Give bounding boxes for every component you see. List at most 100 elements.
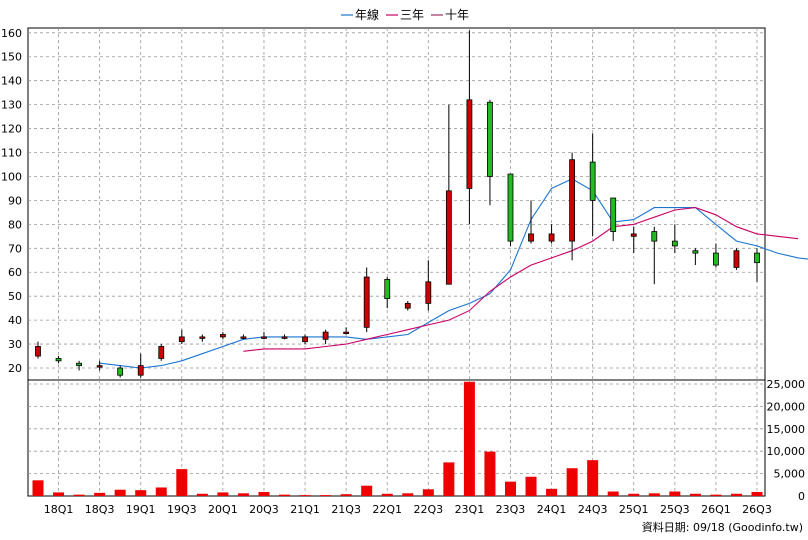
candle: [117, 365, 124, 378]
x-tick-label: 23Q3: [496, 503, 526, 516]
candle-body: [404, 302, 411, 309]
candle-body: [55, 358, 62, 362]
volume-bar: [546, 488, 558, 496]
x-tick-label: 25Q3: [660, 503, 690, 516]
volume-bar: [710, 494, 722, 496]
volume-bar: [196, 493, 208, 496]
volume-bar: [422, 489, 434, 496]
candle-body: [445, 190, 452, 285]
x-tick-label: 20Q3: [249, 503, 279, 516]
candle-body: [178, 336, 185, 343]
legend-item-three-year: 三年: [386, 8, 424, 22]
candle-body: [610, 197, 617, 232]
volume-bar: [587, 460, 599, 496]
x-tick-label: 19Q3: [167, 503, 197, 516]
volume-bar: [340, 494, 352, 496]
volume-bar: [381, 493, 393, 496]
volume-panel-frame: [27, 379, 766, 497]
volume-bar: [669, 491, 681, 496]
x-tick-label: 24Q1: [537, 503, 567, 516]
candle: [35, 341, 41, 359]
price-y-tick-label: 40: [8, 314, 22, 327]
candle: [466, 30, 473, 225]
candle: [219, 332, 226, 340]
candle: [343, 327, 350, 335]
candle: [158, 344, 165, 361]
candle: [713, 243, 719, 268]
x-tick-label: 18Q3: [85, 503, 115, 516]
legend: 年線 三年 十年: [341, 7, 469, 22]
volume-y-tick-label: 20,000: [767, 400, 806, 413]
x-tick-label: 23Q1: [455, 503, 485, 516]
candle: [384, 277, 391, 309]
price-grid: [28, 28, 765, 380]
candle-body: [466, 99, 473, 189]
price-y-tick-label: 50: [8, 290, 22, 303]
volume-bar: [237, 493, 249, 496]
price-y-tick-label: 70: [8, 242, 22, 255]
candle: [692, 248, 699, 266]
candle-body: [302, 336, 308, 343]
volume-bar: [114, 489, 126, 496]
candle: [610, 197, 617, 242]
candle: [548, 224, 555, 244]
volume-bar: [94, 492, 106, 496]
volume-y-tick-label: 10,000: [767, 445, 806, 458]
volume-bars: [32, 381, 763, 496]
volume-bar: [504, 481, 516, 496]
candle-body: [733, 250, 740, 268]
candle-body: [630, 233, 637, 237]
volume-grid: [28, 380, 765, 496]
volume-y-tick-label: 0: [798, 490, 805, 503]
candle-body: [384, 279, 391, 299]
candle: [651, 226, 658, 285]
candle: [589, 133, 596, 237]
ma-line-three-year: [243, 207, 799, 352]
candle: [487, 99, 493, 206]
price-y-tick-label: 80: [8, 218, 22, 231]
candle: [404, 300, 411, 311]
candle-body: [425, 281, 432, 304]
candle: [671, 224, 678, 254]
volume-bar: [484, 451, 496, 496]
volume-bar: [217, 492, 229, 496]
volume-bar: [135, 490, 147, 496]
candle-body: [76, 362, 82, 367]
candle-body: [322, 331, 329, 340]
candle-body: [363, 276, 370, 328]
volume-bar: [258, 491, 270, 496]
x-tick-label: 20Q1: [208, 503, 238, 516]
data-date-footer: 資料日期: 09/18 (Goodinfo.tw): [642, 520, 803, 534]
candle-body: [671, 240, 678, 247]
candle-body: [569, 159, 576, 242]
volume-y-tick-label: 15,000: [767, 423, 806, 436]
candle-body: [137, 365, 144, 376]
candle: [754, 248, 760, 282]
volume-bar: [279, 494, 291, 496]
x-tick-label: 26Q1: [701, 503, 731, 516]
candle: [76, 360, 82, 371]
volume-bar: [628, 493, 640, 496]
x-tick-label: 21Q1: [290, 503, 320, 516]
price-y-tick-label: 20: [8, 362, 22, 375]
price-y-tick-label: 140: [1, 75, 22, 88]
x-tick-label: 21Q3: [331, 503, 361, 516]
volume-bar: [463, 381, 475, 496]
candle: [363, 267, 370, 333]
x-tick-label: 24Q3: [578, 503, 608, 516]
volume-y-tick-label: 25,000: [767, 378, 806, 391]
candle: [199, 334, 206, 342]
price-y-tick-label: 100: [1, 170, 22, 183]
candle: [137, 353, 144, 378]
x-tick-label: 22Q3: [413, 503, 443, 516]
volume-bar: [648, 493, 660, 496]
price-y-axis: 20 30 40 50 60 70 80 90 100 110 120 130 140 150 160: [1, 27, 22, 375]
legend-item-year-line: 年線: [341, 7, 379, 22]
x-axis: 18Q1 18Q3 19Q1 19Q3 20Q1 20Q3 21Q1 21Q3 22Q1 22Q3…: [44, 503, 772, 516]
candle: [240, 334, 247, 340]
volume-bar: [299, 495, 311, 496]
candle-body: [651, 231, 658, 242]
volume-bar: [751, 491, 763, 496]
candle-body: [117, 367, 124, 376]
candle: [178, 329, 185, 345]
